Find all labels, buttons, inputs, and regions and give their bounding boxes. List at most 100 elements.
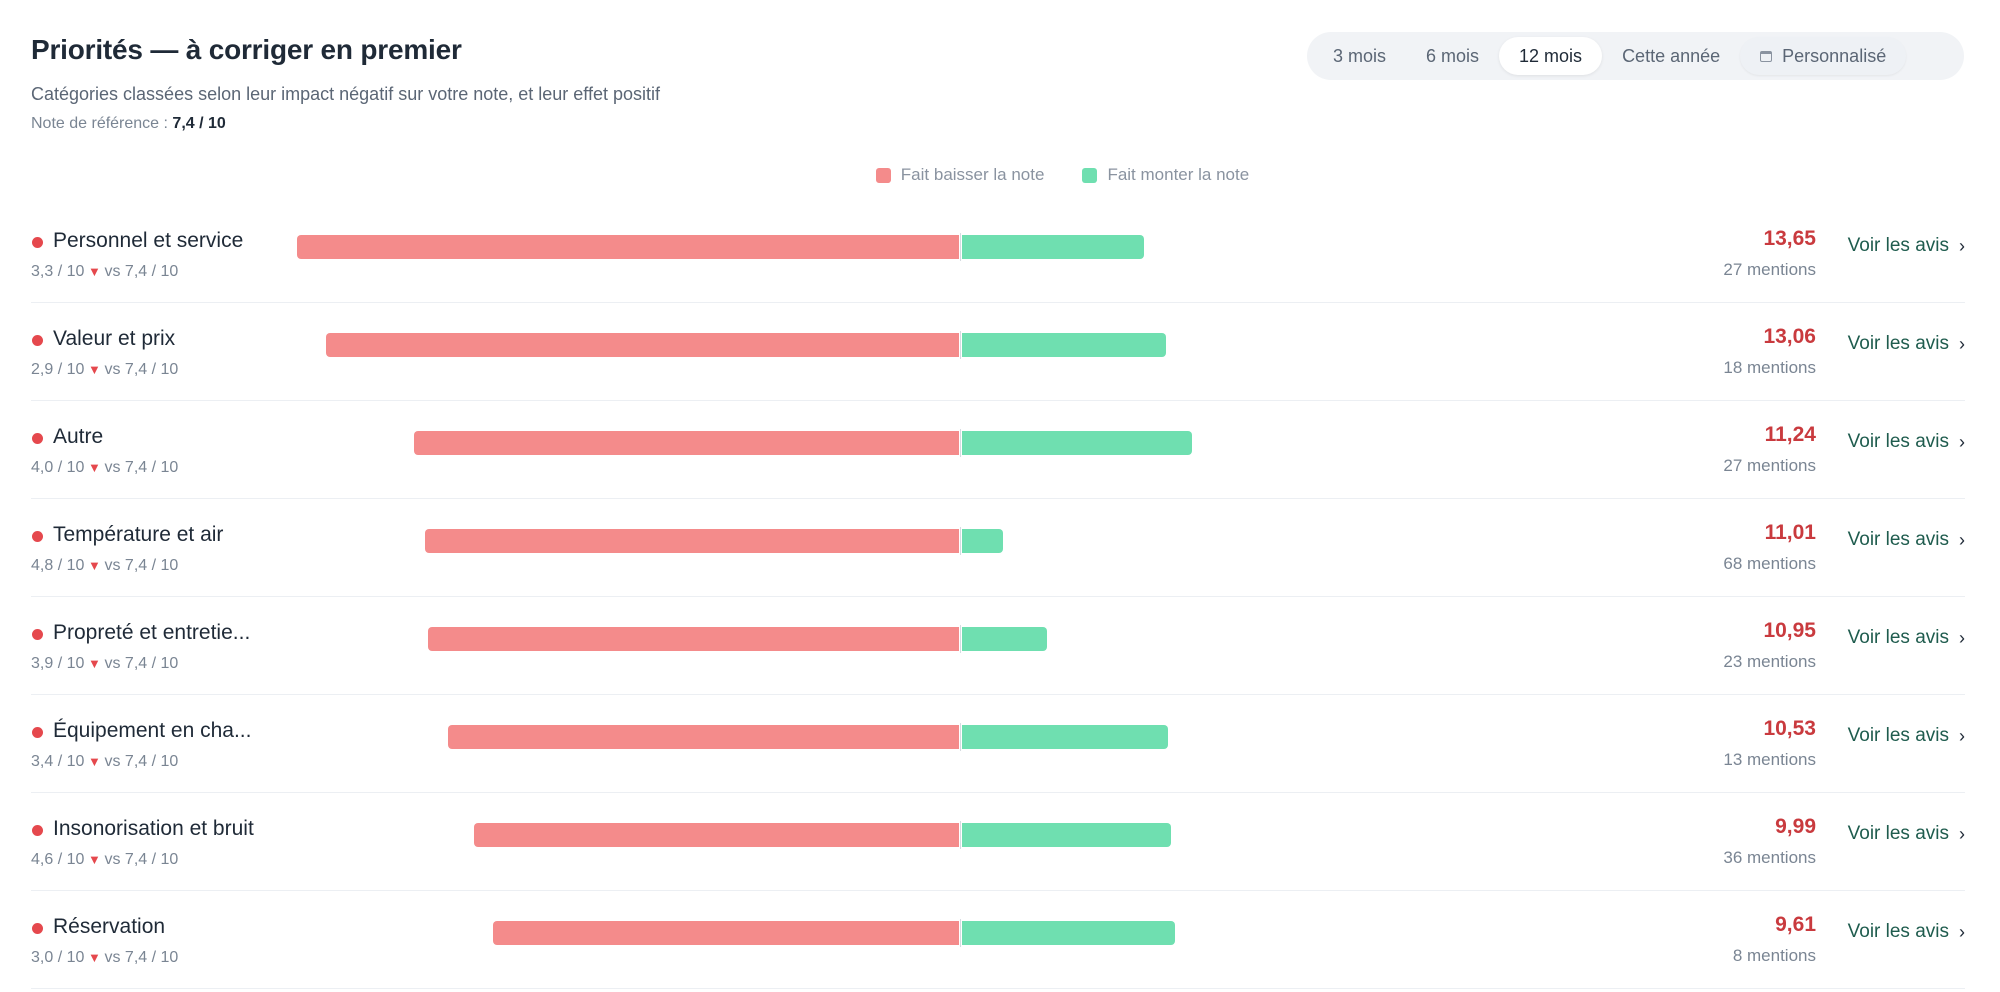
period-label: 3 mois <box>1333 45 1387 66</box>
period-12-mois[interactable]: 12 mois <box>1499 37 1603 75</box>
impact-score: 11,24 <box>1764 423 1816 446</box>
voir-les-avis-label: Voir les avis <box>1847 725 1949 746</box>
severity-dot <box>32 433 43 444</box>
reference-compare: vs 7,4 / 10 <box>104 557 179 574</box>
chevron-right-icon: › <box>1959 823 1965 844</box>
down-arrow-icon: ▼ <box>84 852 105 867</box>
reference-compare: vs 7,4 / 10 <box>104 459 179 476</box>
priority-row: Réservation 3,0 / 10 ▼ vs 7,4 / 10 9,61 8 m… <box>31 891 1965 989</box>
rating-value: 4,8 / 10 <box>31 557 85 574</box>
category-rating: 2,9 / 10 ▼ vs 7,4 / 10 <box>31 361 178 379</box>
category-name: Personnel et service <box>53 229 244 252</box>
priority-row: Propreté et entretie... 3,9 / 10 ▼ vs 7,4… <box>31 597 1965 695</box>
mentions-count: 18 mentions <box>1723 358 1816 377</box>
reference-compare: vs 7,4 / 10 <box>104 949 179 966</box>
priority-row: Équipement en cha... 3,4 / 10 ▼ vs 7,4 / … <box>31 695 1965 793</box>
negative-bar <box>492 921 959 945</box>
impact-score: 10,53 <box>1763 717 1816 740</box>
rating-value: 3,4 / 10 <box>31 753 85 770</box>
down-arrow-icon: ▼ <box>84 754 105 769</box>
category-rating: 4,0 / 10 ▼ vs 7,4 / 10 <box>31 459 178 477</box>
reference-compare: vs 7,4 / 10 <box>104 851 179 868</box>
category-name: Propreté et entretie... <box>53 621 251 644</box>
negative-bar <box>325 333 959 357</box>
period-3-mois[interactable]: 3 mois <box>1313 37 1406 75</box>
positive-bar <box>962 529 1004 553</box>
legend-item-negative: Fait baisser la note <box>875 165 1044 185</box>
row-divider <box>31 890 1965 891</box>
row-divider <box>31 400 1965 401</box>
row-divider <box>31 988 1965 989</box>
impact-score: 13,65 <box>1763 227 1816 250</box>
category-name: Insonorisation et bruit <box>53 817 254 840</box>
category-rating: 3,4 / 10 ▼ vs 7,4 / 10 <box>31 753 178 771</box>
down-arrow-icon: ▼ <box>84 362 105 377</box>
impact-score: 13,06 <box>1763 325 1816 348</box>
zero-axis <box>960 821 961 849</box>
rating-value: 3,0 / 10 <box>31 949 85 966</box>
negative-bar <box>296 235 959 259</box>
zero-axis <box>960 233 961 261</box>
zero-axis <box>960 723 961 751</box>
severity-dot <box>32 237 43 248</box>
rating-value: 4,0 / 10 <box>31 459 85 476</box>
category-name: Température et air <box>53 523 224 546</box>
negative-bar <box>427 627 959 651</box>
negative-bar <box>474 823 959 847</box>
reference-compare: vs 7,4 / 10 <box>104 263 179 280</box>
chevron-right-icon: › <box>1959 333 1965 354</box>
rating-value: 3,3 / 10 <box>31 263 85 280</box>
mentions-count: 23 mentions <box>1723 652 1816 671</box>
chevron-right-icon: › <box>1959 725 1965 746</box>
positive-bar <box>962 725 1169 749</box>
voir-les-avis-label: Voir les avis <box>1847 627 1949 648</box>
priority-row: Personnel et service 3,3 / 10 ▼ vs 7,4 / … <box>31 205 1965 303</box>
page-subtitle: Catégories classées selon leur impact né… <box>31 84 660 104</box>
voir-les-avis-label: Voir les avis <box>1847 529 1949 550</box>
mentions-count: 13 mentions <box>1723 750 1816 769</box>
priority-row: Insonorisation et bruit 4,6 / 10 ▼ vs 7,4… <box>31 793 1965 891</box>
severity-dot <box>32 727 43 738</box>
chevron-right-icon: › <box>1959 431 1965 452</box>
voir-les-avis-link[interactable]: Voir les avis › <box>1848 529 1965 551</box>
negative-bar <box>425 529 959 553</box>
row-divider <box>31 498 1965 499</box>
row-divider <box>31 792 1965 793</box>
voir-les-avis-label: Voir les avis <box>1847 333 1949 354</box>
chevron-right-icon: › <box>1959 921 1965 942</box>
positive-bar <box>962 627 1047 651</box>
voir-les-avis-link[interactable]: Voir les avis › <box>1848 921 1965 943</box>
voir-les-avis-label: Voir les avis <box>1847 823 1949 844</box>
category-rating: 3,9 / 10 ▼ vs 7,4 / 10 <box>31 655 178 673</box>
legend-label: Fait monter la note <box>1107 165 1250 184</box>
voir-les-avis-link[interactable]: Voir les avis › <box>1848 333 1965 355</box>
voir-les-avis-label: Voir les avis <box>1847 431 1949 452</box>
period-label: 6 mois <box>1426 45 1480 66</box>
reference-compare: vs 7,4 / 10 <box>104 655 179 672</box>
chevron-right-icon: › <box>1959 627 1965 648</box>
chevron-right-icon: › <box>1959 529 1965 550</box>
period-label: Personnalisé <box>1782 45 1887 66</box>
voir-les-avis-link[interactable]: Voir les avis › <box>1848 431 1965 453</box>
category-name: Réservation <box>53 915 166 938</box>
row-divider <box>31 302 1965 303</box>
rating-value: 2,9 / 10 <box>31 361 85 378</box>
period-6-mois[interactable]: 6 mois <box>1406 37 1499 75</box>
positive-bar <box>962 333 1166 357</box>
priority-row: Autre 4,0 / 10 ▼ vs 7,4 / 10 11,24 27 menti… <box>31 401 1965 499</box>
period-cette-annee[interactable]: Cette année <box>1602 37 1740 75</box>
voir-les-avis-label: Voir les avis <box>1847 921 1949 942</box>
voir-les-avis-link[interactable]: Voir les avis › <box>1848 627 1965 649</box>
voir-les-avis-label: Voir les avis <box>1847 235 1949 256</box>
rating-value: 4,6 / 10 <box>31 851 85 868</box>
period-personnalise[interactable]: Personnalisé <box>1740 37 1907 75</box>
severity-dot <box>32 531 43 542</box>
voir-les-avis-link[interactable]: Voir les avis › <box>1848 235 1965 257</box>
mentions-count: 36 mentions <box>1723 848 1816 867</box>
reference-compare: vs 7,4 / 10 <box>104 361 179 378</box>
voir-les-avis-link[interactable]: Voir les avis › <box>1848 725 1965 747</box>
zero-axis <box>960 331 961 359</box>
voir-les-avis-link[interactable]: Voir les avis › <box>1848 823 1965 845</box>
priority-row: Température et air 4,8 / 10 ▼ vs 7,4 / 10… <box>31 499 1965 597</box>
row-divider <box>31 596 1965 597</box>
